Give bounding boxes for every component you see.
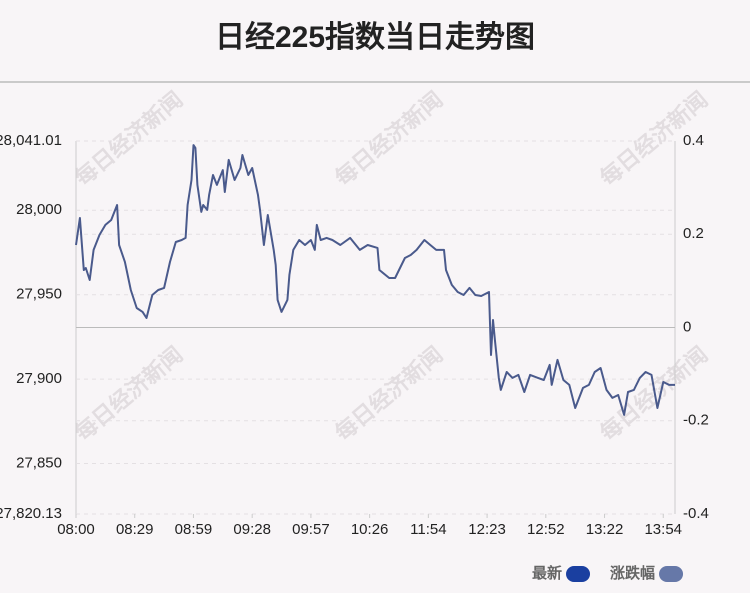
legend-label: 最新 <box>532 564 562 582</box>
y2-tick-label: 0.4 <box>683 132 704 149</box>
x-tick-label: 13:54 <box>644 521 682 538</box>
x-tick-label: 12:52 <box>527 521 565 538</box>
x-tick-label: 10:26 <box>351 521 389 538</box>
price-line <box>75 144 675 416</box>
x-tick-label: 13:22 <box>586 521 624 538</box>
chart-title: 日经225指数当日走势图 <box>215 20 535 54</box>
y2-tick-label: -0.2 <box>683 412 709 429</box>
y-tick-label: 27,820.13 <box>0 505 62 522</box>
y2-tick-label: 0.2 <box>683 225 704 242</box>
x-tick-label: 09:28 <box>233 521 271 538</box>
x-tick-label: 08:59 <box>175 521 213 538</box>
y-tick-label: 28,041.01 <box>0 132 62 149</box>
y-tick-label: 28,000 <box>16 201 62 218</box>
x-tick-label: 08:29 <box>116 521 154 538</box>
y-tick-label: 27,900 <box>16 370 62 387</box>
legend-label: 涨跌幅 <box>610 564 655 582</box>
x-tick-label: 09:57 <box>292 521 330 538</box>
x-tick-label: 08:00 <box>57 521 95 538</box>
legend-swatch <box>566 566 591 582</box>
y2-tick-label: -0.4 <box>683 505 709 522</box>
x-tick-label: 11:54 <box>410 521 446 538</box>
x-tick-label: 12:23 <box>468 521 506 538</box>
y2-tick-label: 0 <box>683 318 691 335</box>
y-tick-label: 27,850 <box>16 455 62 472</box>
y-tick-label: 27,950 <box>16 286 62 303</box>
legend-swatch <box>659 566 684 582</box>
